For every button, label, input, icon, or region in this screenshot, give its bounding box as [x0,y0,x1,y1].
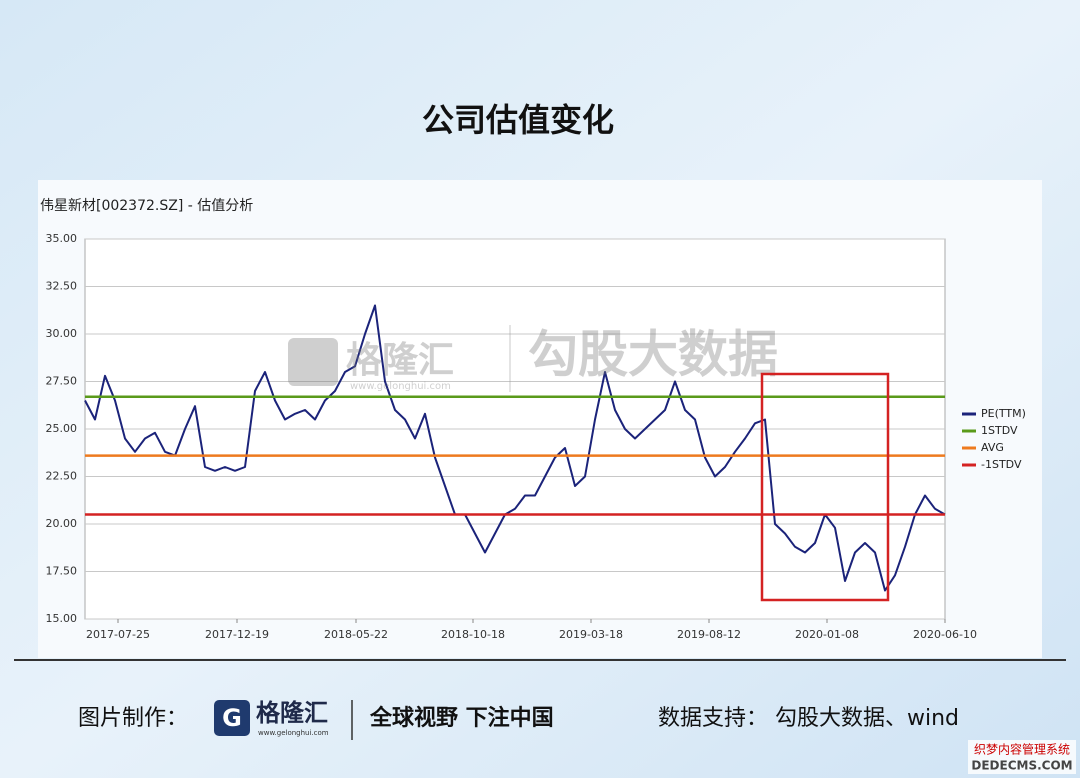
x-tick-label: 2017-07-25 [86,628,150,641]
x-tick-label: 2018-10-18 [441,628,505,641]
y-tick-label: 27.50 [46,375,78,388]
y-tick-label: 17.50 [46,565,78,578]
y-tick-label: 30.00 [46,327,78,340]
footer-made-by: 图片制作： [78,706,188,731]
watermark: 格隆汇 www.gelonghui.com 勾股大数据 [288,325,778,392]
footer-site: www.gelonghui.com [258,729,329,737]
corner-line2: DEDECMS.COM [971,759,1072,773]
x-tick-label: 2020-06-10 [913,628,977,641]
footer-slogan: 全球视野 下注中国 [369,705,554,731]
legend-label: 1STDV [981,424,1018,437]
title: 公司估值变化 [422,101,614,139]
corner-line1: 织梦内容管理系统 [974,742,1070,757]
highlight-box [760,372,890,602]
y-tick-label: 20.00 [46,517,78,530]
watermark-text: 勾股大数据 [528,326,778,384]
footer-logo-mark: G [222,704,242,732]
legend-label: PE(TTM) [981,407,1026,420]
y-tick-label: 22.50 [46,470,78,483]
pe-line [84,304,946,592]
watermark-brand: 格隆汇 [346,340,454,381]
watermark-logo [288,338,338,386]
watermark-site: www.gelonghui.com [350,381,451,392]
footer-source: 数据支持： 勾股大数据、wind [658,706,959,731]
footer-logo [214,700,250,736]
x-tick-label: 2020-01-08 [795,628,859,641]
y-tick-label: 25.00 [46,422,78,435]
y-tick-label: 35.00 [46,232,78,245]
x-tick-label: 2019-03-18 [559,628,623,641]
corner-badge [968,740,1076,774]
y-tick-label: 15.00 [46,612,78,625]
plot-layer: 15.00 17.50 20.00 22.50 25.00 27.50 30.00 32.50… [46,232,1026,641]
x-tick-label: 2019-08-12 [677,628,741,641]
footer-brand: 格隆汇 [256,699,328,727]
x-tick-label: 2017-12-19 [205,628,269,641]
x-tick-label: 2018-05-22 [324,628,388,641]
legend-label: AVG [981,441,1004,454]
y-tick-label: 32.50 [46,280,78,293]
legend-label: -1STDV [981,458,1022,471]
subtitle: 伟星新材[002372.SZ] - 估值分析 [40,198,253,214]
